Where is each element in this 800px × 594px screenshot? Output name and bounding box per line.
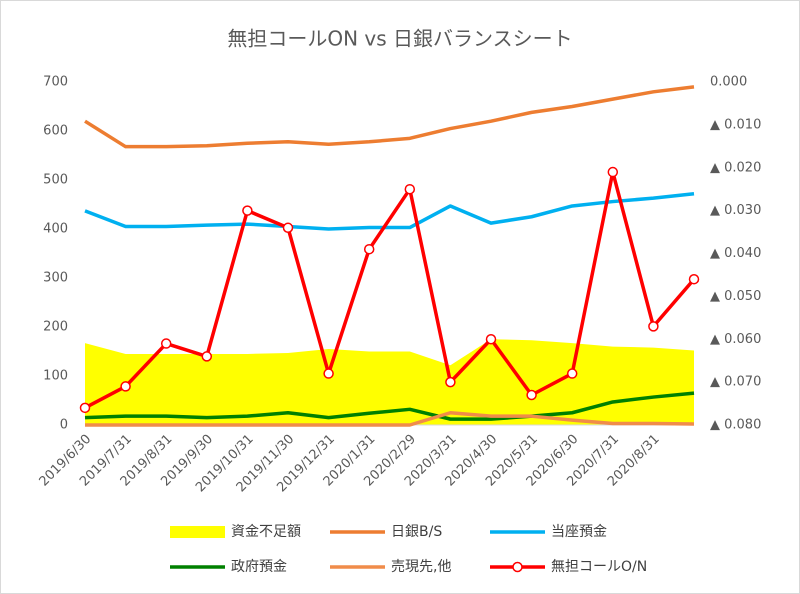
marker <box>648 321 659 332</box>
y2-tick-label: ▲ 0.050 <box>710 289 761 304</box>
line <box>84 391 695 421</box>
y2-tick-label: ▲ 0.010 <box>710 117 761 132</box>
legend-label: 日銀B/S <box>391 524 442 540</box>
y-tick-label: 400 <box>43 222 68 237</box>
marker <box>566 368 578 379</box>
y2-tick-label: ▲ 0.070 <box>710 375 761 390</box>
legend-swatch <box>170 526 225 538</box>
y2-tick-label: ▲ 0.030 <box>710 203 761 218</box>
marker <box>607 166 619 178</box>
y-tick-label: 200 <box>43 320 68 335</box>
marker <box>282 222 294 234</box>
y2-tick-label: ▲ 0.020 <box>710 160 761 175</box>
legend-label: 当座預金 <box>551 524 607 540</box>
marker <box>242 205 253 216</box>
marker <box>201 351 213 362</box>
line <box>84 170 696 410</box>
legend-label: 売現先,他 <box>391 559 451 575</box>
y2-tick-label: ▲ 0.040 <box>710 246 761 261</box>
chart-title: 無担コールON vs 日銀バランスシート <box>227 27 572 51</box>
marker <box>323 368 334 379</box>
legend-label: 政府預金 <box>231 559 287 575</box>
y2-tick-label: 0.000 <box>710 75 747 90</box>
y2-tick-label: ▲ 0.060 <box>710 332 761 347</box>
marker <box>120 381 131 392</box>
marker <box>688 273 700 285</box>
marker <box>485 334 497 345</box>
y2-tick-label: ▲ 0.080 <box>710 418 761 433</box>
marker <box>404 183 416 195</box>
marker <box>526 389 537 401</box>
legend-marker <box>512 561 523 573</box>
legend-label: 無担コールO/N <box>551 559 647 575</box>
y-tick-label: 600 <box>43 124 68 139</box>
y-tick-label: 700 <box>43 75 68 90</box>
line <box>84 85 695 149</box>
y-tick-label: 0 <box>60 418 68 433</box>
line <box>85 411 695 427</box>
area <box>85 339 694 425</box>
y-tick-label: 500 <box>43 173 68 188</box>
y-tick-label: 100 <box>43 369 68 384</box>
line <box>84 191 695 231</box>
marker <box>363 243 375 255</box>
legend-label: 資金不足額 <box>231 524 301 540</box>
marker <box>79 402 91 414</box>
marker <box>445 376 456 388</box>
marker <box>160 338 172 349</box>
y-tick-label: 300 <box>43 271 68 286</box>
